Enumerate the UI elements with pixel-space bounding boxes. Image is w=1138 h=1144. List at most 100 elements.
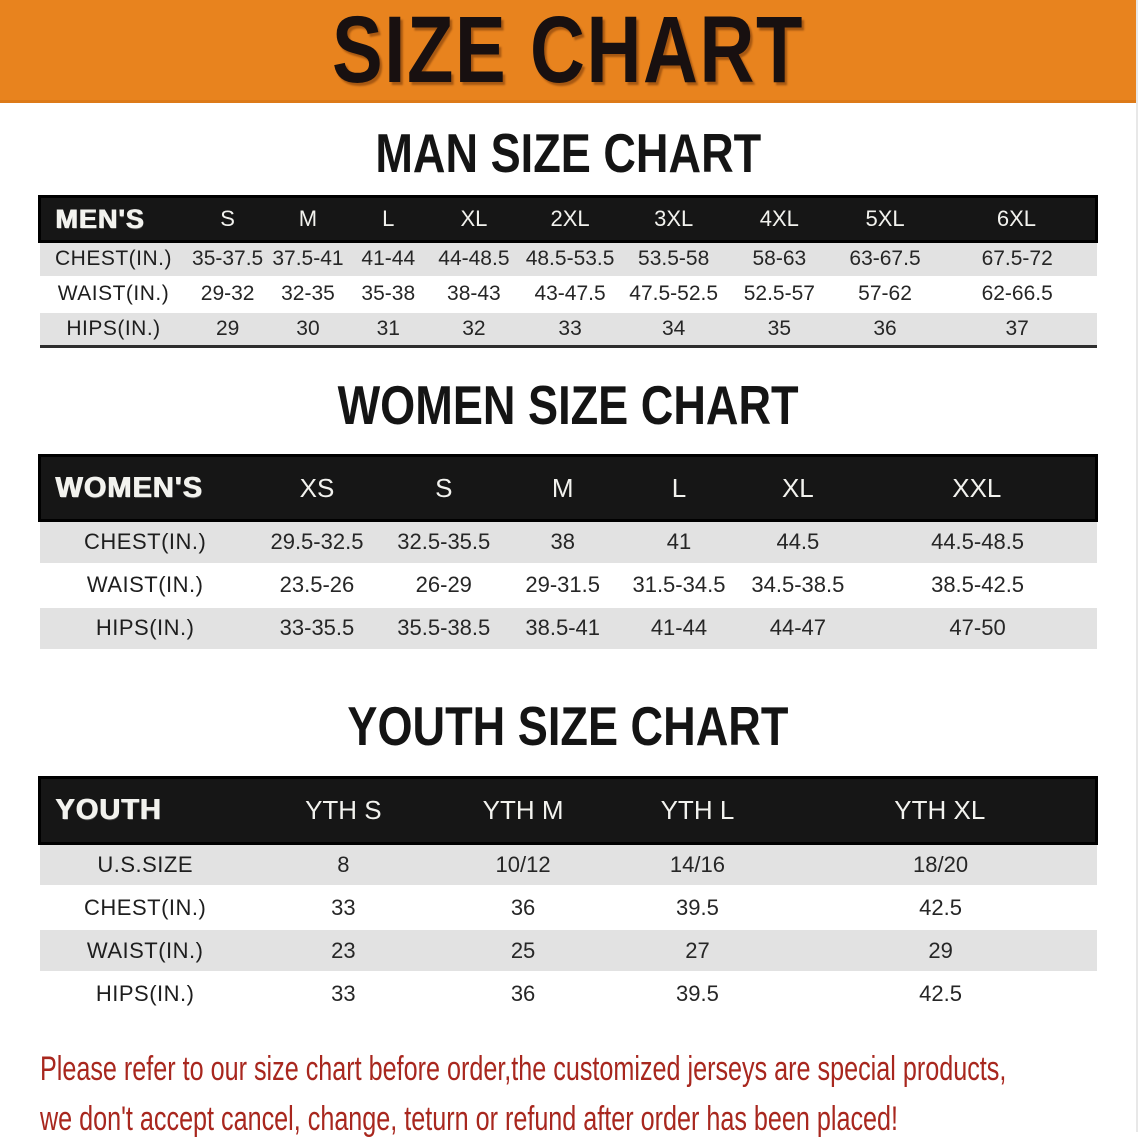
men-value-cell: 38-43 <box>428 276 520 312</box>
youth-value-cell: 18/20 <box>784 843 1097 886</box>
women-corner-cell: WOMEN'S <box>37 454 251 522</box>
men-value-cell: 35 <box>726 311 833 347</box>
men-table-row: HIPS(IN.) 29 30 31 32 33 34 35 36 37 <box>39 311 1097 347</box>
women-column-header: XS <box>250 454 384 522</box>
youth-corner-cell: YOUTH <box>37 775 251 845</box>
youth-value-cell: 39.5 <box>610 972 785 1015</box>
men-table-row: WAIST(IN.) 29-32 32-35 35-38 38-43 43-47.5 47.… <box>39 276 1097 312</box>
men-column-header: 2XL <box>519 195 621 243</box>
women-value-cell: 31.5-34.5 <box>620 563 738 607</box>
women-column-header: XXL <box>858 454 1098 522</box>
men-value-cell: 48.5-53.5 <box>519 241 621 277</box>
men-value-cell: 37 <box>937 311 1097 347</box>
women-value-cell: 35.5-38.5 <box>383 606 505 650</box>
women-value-cell: 38.5-42.5 <box>858 563 1097 607</box>
women-value-cell: 29-31.5 <box>504 563 621 607</box>
youth-column-header: YTH S <box>250 775 436 845</box>
youth-value-cell: 29 <box>784 929 1097 972</box>
men-value-cell: 58-63 <box>726 241 833 277</box>
youth-row-label: WAIST(IN.) <box>39 929 251 972</box>
youth-value-cell: 27 <box>610 929 785 972</box>
women-table-body: CHEST(IN.) 29.5-32.5 32.5-35.5 38 41 44.5 44.5… <box>39 520 1097 650</box>
men-corner-cell: MEN'S <box>38 195 188 243</box>
women-value-cell: 33-35.5 <box>250 606 384 650</box>
men-column-header: 4XL <box>726 195 833 243</box>
banner: SIZE CHART <box>0 0 1136 103</box>
women-value-cell: 44.5 <box>737 520 859 564</box>
youth-column-header: YTH XL <box>784 775 1098 845</box>
men-value-cell: 52.5-57 <box>726 276 833 312</box>
youth-value-cell: 42.5 <box>784 886 1097 929</box>
men-value-cell: 36 <box>832 311 938 347</box>
women-value-cell: 41 <box>620 520 738 564</box>
disclaimer: Please refer to our size chart before or… <box>40 1044 1136 1144</box>
men-value-cell: 32-35 <box>267 276 349 312</box>
women-table-row: WAIST(IN.) 23.5-26 26-29 29-31.5 31.5-34.5 34… <box>39 563 1097 607</box>
banner-title: SIZE CHART <box>332 0 804 103</box>
women-value-cell: 41-44 <box>620 606 738 650</box>
men-column-header: 6XL <box>937 195 1098 243</box>
women-value-cell: 44-47 <box>737 606 859 650</box>
disclaimer-line-1: Please refer to our size chart before or… <box>40 1050 1007 1088</box>
women-table-row: HIPS(IN.) 33-35.5 35.5-38.5 38.5-41 41-44 44-… <box>39 606 1097 650</box>
women-section: WOMEN SIZE CHART WOMEN'S XS S M L XL XXL CHEST(I… <box>0 378 1136 651</box>
youth-row-label: CHEST(IN.) <box>39 886 251 929</box>
youth-header-band: YOUTH YTH S YTH M YTH L YTH XL <box>37 775 1098 845</box>
men-row-label: HIPS(IN.) <box>39 311 188 347</box>
men-value-cell: 32 <box>428 311 520 347</box>
youth-value-cell: 23 <box>250 929 436 972</box>
women-row-label: CHEST(IN.) <box>39 520 251 564</box>
men-header-band: MEN'S S M L XL 2XL 3XL 4XL 5XL 6XL <box>38 195 1098 243</box>
youth-table-row: WAIST(IN.) 23 25 27 29 <box>39 929 1097 972</box>
men-value-cell: 29-32 <box>187 276 268 312</box>
men-column-header: L <box>348 195 429 243</box>
men-column-header: S <box>187 195 268 243</box>
men-value-cell: 67.5-72 <box>937 241 1097 277</box>
youth-table-row: CHEST(IN.) 33 36 39.5 42.5 <box>39 886 1097 929</box>
men-table-head: MEN'S S M L XL 2XL 3XL 4XL 5XL 6XL <box>38 195 1098 243</box>
men-table-row: CHEST(IN.) 35-37.5 37.5-41 41-44 44-48.5 48.5… <box>39 241 1097 277</box>
youth-table-head: YOUTH YTH S YTH M YTH L YTH XL <box>37 775 1098 845</box>
women-row-label: HIPS(IN.) <box>39 606 251 650</box>
women-column-header: XL <box>737 454 859 522</box>
youth-value-cell: 36 <box>435 972 611 1015</box>
women-value-cell: 23.5-26 <box>250 563 384 607</box>
men-value-cell: 57-62 <box>832 276 938 312</box>
women-heading: WOMEN SIZE CHART <box>0 378 1136 433</box>
youth-value-cell: 14/16 <box>610 843 785 886</box>
women-value-cell: 47-50 <box>858 606 1097 650</box>
men-value-cell: 35-37.5 <box>187 241 268 277</box>
sections: MAN SIZE CHART MEN'S S M L XL 2XL 3XL 4XL 5XL 6XL C… <box>0 126 1136 1016</box>
youth-heading: YOUTH SIZE CHART <box>0 698 1136 754</box>
women-table-head: WOMEN'S XS S M L XL XXL <box>37 454 1098 522</box>
youth-value-cell: 42.5 <box>784 972 1097 1015</box>
youth-table-body: U.S.SIZE 8 10/12 14/16 18/20 CHEST(IN.) 33 36 39… <box>39 843 1097 1015</box>
men-row-label: CHEST(IN.) <box>39 241 188 277</box>
youth-column-header: YTH M <box>435 775 611 845</box>
men-value-cell: 29 <box>187 311 268 347</box>
women-size-table: WOMEN'S XS S M L XL XXL CHEST(IN.) 29.5-32.5 32.5… <box>37 454 1098 651</box>
men-value-cell: 41-44 <box>348 241 429 277</box>
men-value-cell: 53.5-58 <box>620 241 727 277</box>
youth-value-cell: 39.5 <box>610 886 785 929</box>
women-value-cell: 38 <box>504 520 621 564</box>
women-column-header: L <box>620 454 738 522</box>
men-value-cell: 37.5-41 <box>267 241 349 277</box>
women-column-header: S <box>383 454 505 522</box>
men-value-cell: 47.5-52.5 <box>620 276 727 312</box>
men-section: MAN SIZE CHART MEN'S S M L XL 2XL 3XL 4XL 5XL 6XL C… <box>0 126 1136 348</box>
youth-table-row: U.S.SIZE 8 10/12 14/16 18/20 <box>39 843 1097 886</box>
women-value-cell: 32.5-35.5 <box>383 520 505 564</box>
men-value-cell: 34 <box>620 311 727 347</box>
women-value-cell: 34.5-38.5 <box>737 563 859 607</box>
women-value-cell: 44.5-48.5 <box>858 520 1097 564</box>
youth-value-cell: 33 <box>250 972 436 1015</box>
disclaimer-line-2: we don't accept cancel, change, teturn o… <box>40 1100 898 1138</box>
men-size-table: MEN'S S M L XL 2XL 3XL 4XL 5XL 6XL CHEST(IN.) 35-37… <box>38 195 1098 348</box>
women-header-band: WOMEN'S XS S M L XL XXL <box>37 454 1098 522</box>
men-value-cell: 63-67.5 <box>832 241 938 277</box>
women-value-cell: 26-29 <box>383 563 505 607</box>
women-value-cell: 29.5-32.5 <box>250 520 384 564</box>
women-value-cell: 38.5-41 <box>504 606 621 650</box>
youth-value-cell: 10/12 <box>435 843 611 886</box>
